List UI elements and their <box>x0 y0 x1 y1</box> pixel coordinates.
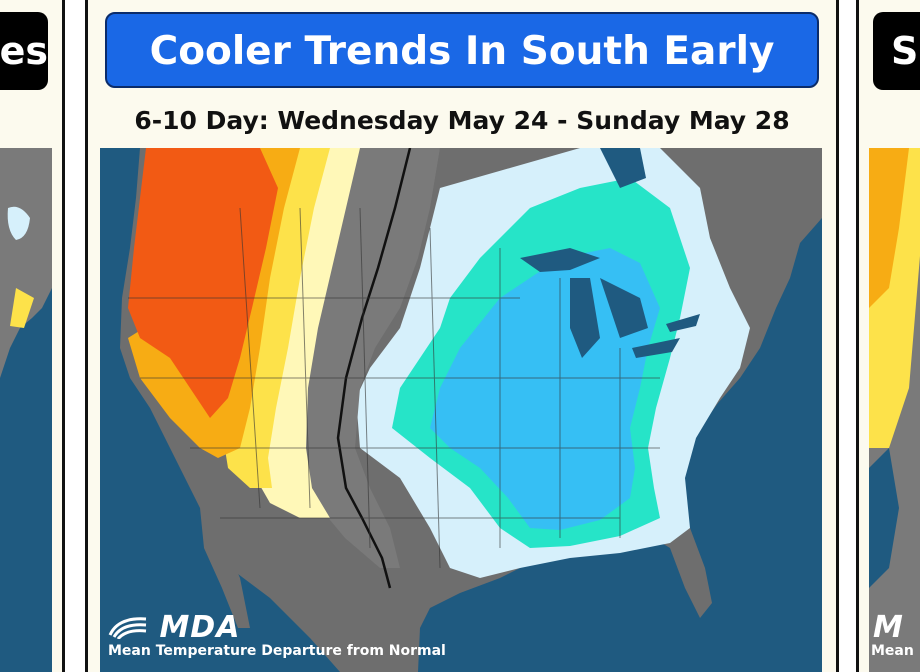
map-title: Cooler Trends In South Early <box>105 12 819 88</box>
main-map-panel: Cooler Trends In South Early 6-10 Day: W… <box>85 0 839 672</box>
right-panel-title: S <box>873 12 920 90</box>
forecast-period: 6-10 Day: Wednesday May 24 - Sunday May … <box>134 106 790 135</box>
right-map <box>869 148 920 672</box>
mda-swirl-icon <box>108 617 147 639</box>
logo-text: MDA <box>159 610 241 645</box>
right-caption-fragment: Mean <box>871 643 914 659</box>
right-logo-fragment: M <box>873 610 903 645</box>
great-lakes <box>520 248 700 358</box>
temperature-departure-map <box>100 148 822 672</box>
cooler-zone <box>430 248 660 530</box>
left-map <box>0 148 52 672</box>
state-boundaries <box>128 207 660 569</box>
right-map-panel: S M Mean <box>856 0 920 672</box>
light-warm-zone <box>250 148 360 518</box>
left-panel-title: es <box>0 12 48 90</box>
zero-contour <box>336 148 412 589</box>
map-caption: Mean Temperature Departure from Normal <box>108 643 446 659</box>
mda-logo: MDA <box>108 610 240 645</box>
left-map-panel: es <box>0 0 65 672</box>
